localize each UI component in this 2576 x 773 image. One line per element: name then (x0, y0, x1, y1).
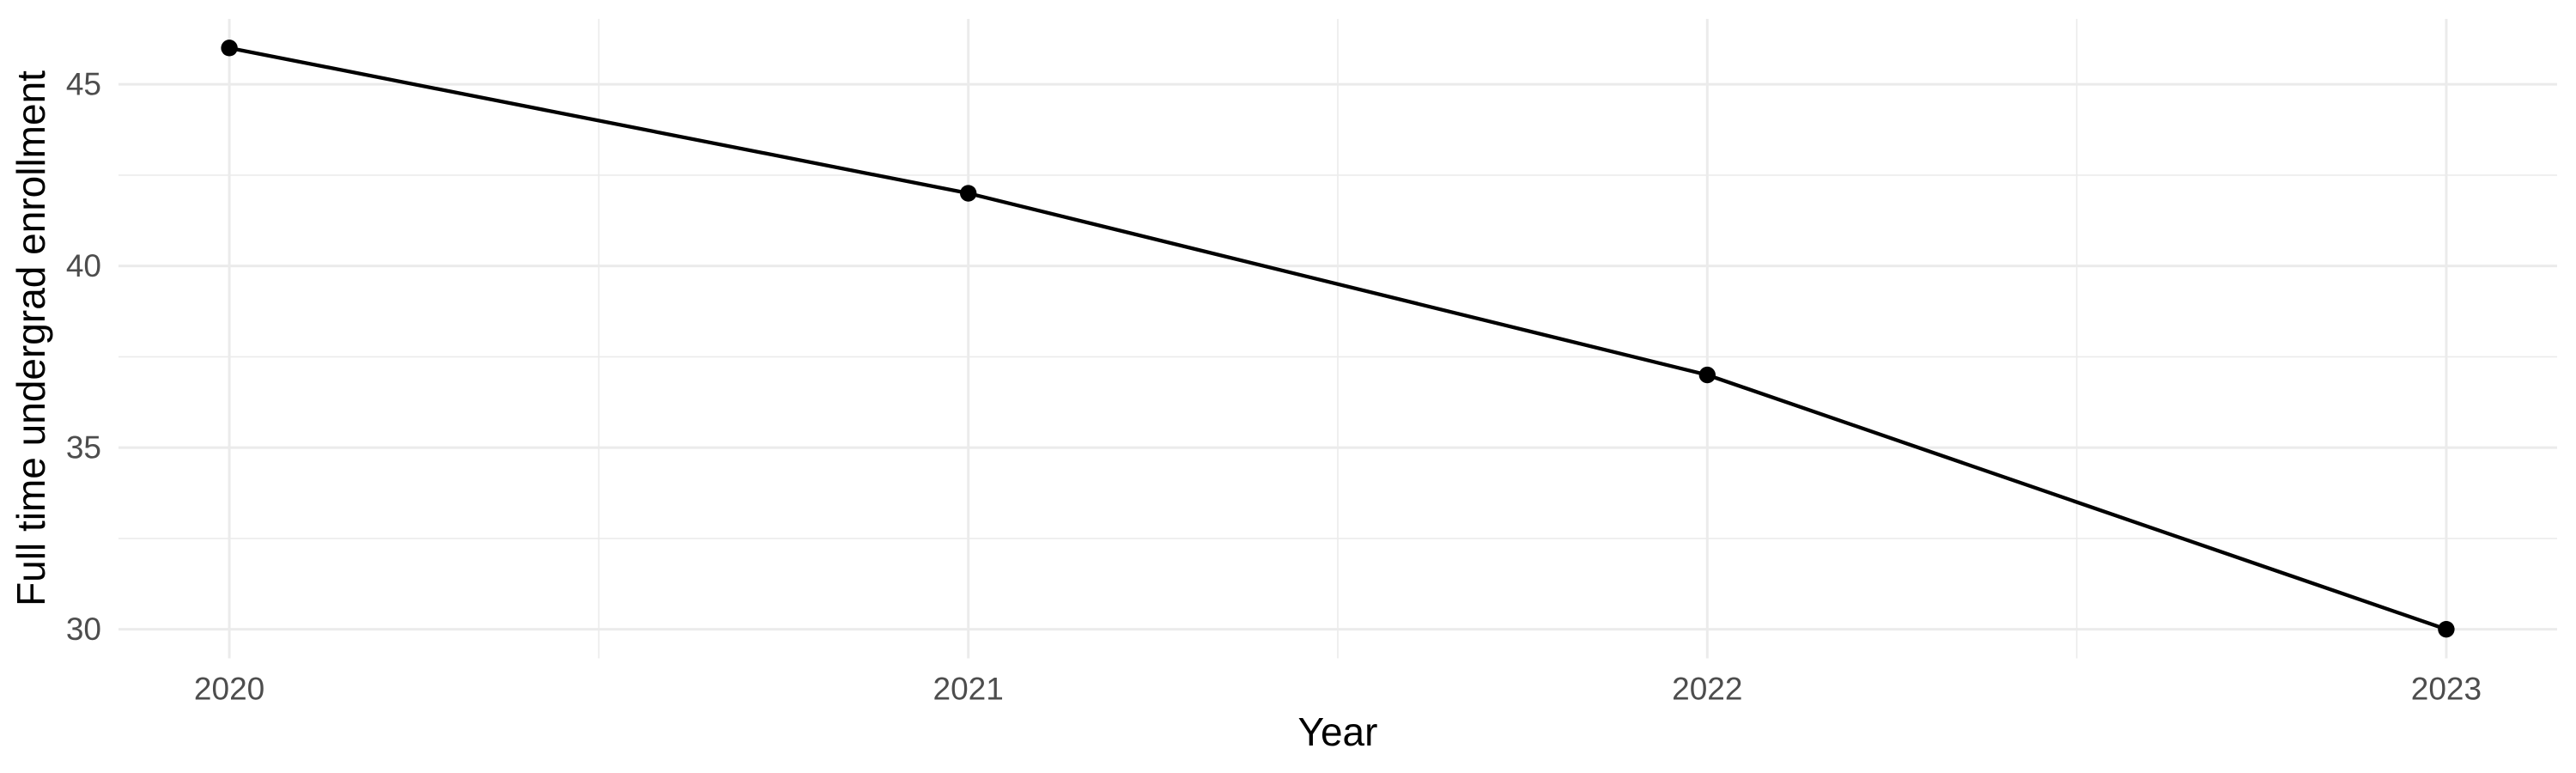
enrollment-line (228, 46, 2447, 631)
y-tick-label: 30 (66, 612, 101, 647)
data-point (2438, 620, 2455, 638)
y-tick-label: 45 (66, 67, 101, 102)
y-tick-label: 35 (66, 430, 101, 466)
data-point (959, 185, 977, 202)
x-tick-label: 2022 (1672, 672, 1742, 707)
x-axis-title: Year (1298, 709, 1378, 754)
grid-major-layer (118, 19, 2557, 659)
x-tick-label: 2020 (194, 672, 264, 707)
series-layer (221, 40, 2455, 638)
grid-minor-layer (118, 19, 2557, 659)
x-tick-label: 2023 (2411, 672, 2482, 707)
x-tick-label: 2021 (933, 672, 1004, 707)
data-point (221, 40, 238, 57)
y-tick-label: 40 (66, 248, 101, 283)
y-axis-title: Full time undergrad enrollment (9, 70, 53, 606)
axis-labels-layer: 30 35 40 45 2020 2021 2022 2023 (66, 67, 2482, 707)
data-point (1698, 366, 1716, 384)
